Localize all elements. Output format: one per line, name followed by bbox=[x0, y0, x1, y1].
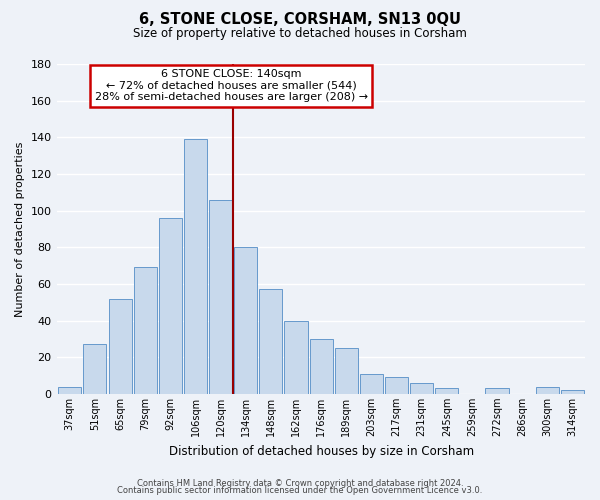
Y-axis label: Number of detached properties: Number of detached properties bbox=[15, 142, 25, 316]
Bar bbox=[536, 386, 559, 394]
Bar bbox=[284, 320, 308, 394]
Bar bbox=[58, 386, 82, 394]
Text: Contains HM Land Registry data © Crown copyright and database right 2024.: Contains HM Land Registry data © Crown c… bbox=[137, 478, 463, 488]
Bar bbox=[385, 378, 408, 394]
Bar bbox=[159, 218, 182, 394]
Bar bbox=[435, 388, 458, 394]
Bar bbox=[310, 339, 332, 394]
Bar bbox=[410, 383, 433, 394]
X-axis label: Distribution of detached houses by size in Corsham: Distribution of detached houses by size … bbox=[169, 444, 473, 458]
Text: 6 STONE CLOSE: 140sqm
← 72% of detached houses are smaller (544)
28% of semi-det: 6 STONE CLOSE: 140sqm ← 72% of detached … bbox=[95, 69, 368, 102]
Bar bbox=[259, 290, 283, 394]
Bar bbox=[485, 388, 509, 394]
Bar bbox=[184, 139, 207, 394]
Bar bbox=[209, 200, 232, 394]
Bar bbox=[335, 348, 358, 394]
Text: 6, STONE CLOSE, CORSHAM, SN13 0QU: 6, STONE CLOSE, CORSHAM, SN13 0QU bbox=[139, 12, 461, 28]
Bar bbox=[360, 374, 383, 394]
Text: Size of property relative to detached houses in Corsham: Size of property relative to detached ho… bbox=[133, 28, 467, 40]
Bar bbox=[561, 390, 584, 394]
Text: Contains public sector information licensed under the Open Government Licence v3: Contains public sector information licen… bbox=[118, 486, 482, 495]
Bar bbox=[83, 344, 106, 394]
Bar bbox=[234, 248, 257, 394]
Bar bbox=[134, 268, 157, 394]
Bar bbox=[109, 298, 131, 394]
